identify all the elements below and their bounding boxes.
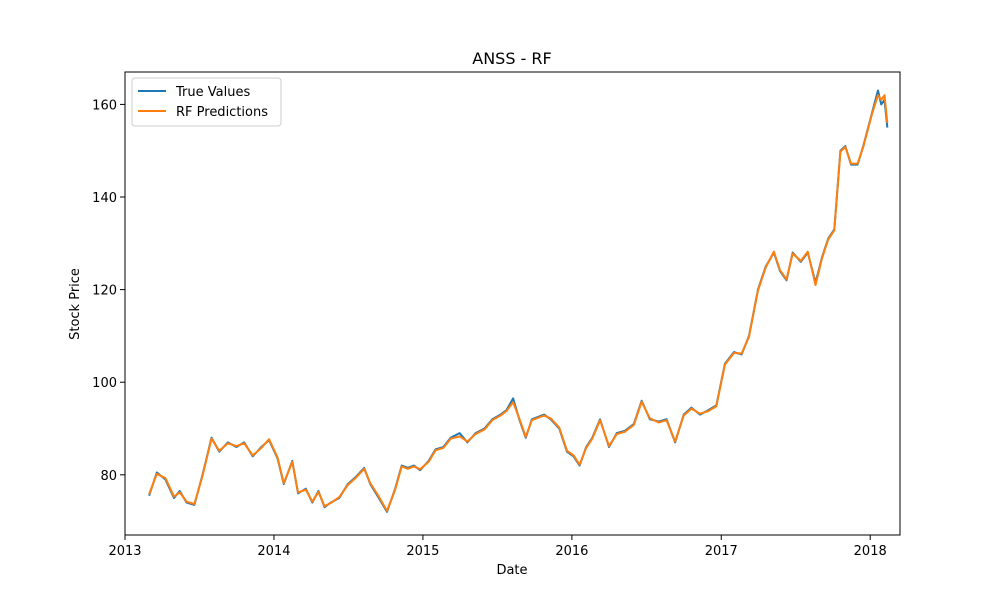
- series-line-1: [148, 94, 889, 512]
- series-layer: [148, 89, 889, 513]
- plot-frame: [124, 71, 901, 536]
- y-tick-label: 160: [92, 98, 117, 113]
- legend-label-1: RF Predictions: [176, 105, 268, 120]
- legend: True Values RF Predictions: [131, 77, 282, 127]
- chart-title: ANSS - RF: [472, 49, 552, 68]
- x-tick-label: 2015: [406, 544, 439, 559]
- y-tick-label: 140: [92, 191, 117, 206]
- y-tick-label: 80: [100, 469, 117, 484]
- legend-label-0: True Values: [175, 85, 250, 100]
- x-tick-label: 2016: [555, 544, 588, 559]
- x-tick-label: 2017: [705, 544, 738, 559]
- x-axis: 2013 2014 2015 2016 2017 2018: [108, 535, 887, 559]
- x-tick-label: 2014: [257, 544, 290, 559]
- x-axis-label: Date: [496, 563, 527, 578]
- y-tick-label: 120: [92, 284, 117, 299]
- y-axis: 80 100 120 140 160: [92, 98, 125, 484]
- x-tick-label: 2018: [854, 544, 887, 559]
- y-axis-label: Stock Price: [68, 268, 83, 340]
- legend-box: [131, 77, 282, 127]
- x-tick-label: 2013: [108, 544, 141, 559]
- y-tick-label: 100: [92, 376, 117, 391]
